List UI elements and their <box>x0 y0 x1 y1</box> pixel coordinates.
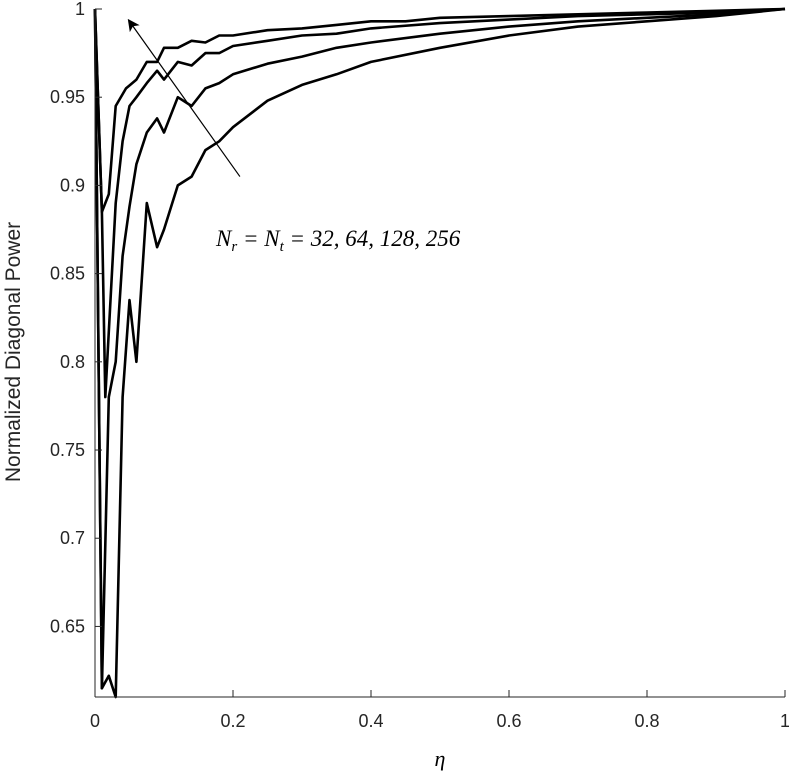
y-tick-label: 0.85 <box>50 264 85 284</box>
y-tick-label: 0.95 <box>50 87 85 107</box>
x-axis-label: η <box>435 746 446 771</box>
x-tick-label: 0.2 <box>220 711 245 731</box>
y-tick-label: 0.7 <box>60 528 85 548</box>
annotation-arrow <box>127 18 241 177</box>
x-tick-label: 0.8 <box>634 711 659 731</box>
series-line-N64 <box>93 7 786 399</box>
tick-labels: 0 0.2 0.4 0.6 0.8 1 0.65 0.7 0.75 0.8 0.85 0.9 0.95 1 <box>50 0 789 731</box>
y-axis-label: Normalized Diagonal Power <box>2 222 25 482</box>
y-tick-label: 0.8 <box>60 352 85 372</box>
y-tick-label: 0.75 <box>50 440 85 460</box>
series-layer <box>93 7 786 699</box>
x-tick-label: 0.6 <box>496 711 521 731</box>
series-line-N256 <box>93 7 786 699</box>
y-tick-label: 0.9 <box>60 175 85 195</box>
x-tick-label: 0 <box>90 711 100 731</box>
x-tick-label: 1 <box>780 711 789 731</box>
y-tick-label: 1 <box>75 0 85 19</box>
annotation-label: Nr = Nt = 32, 64, 128, 256 <box>215 226 461 255</box>
x-tick-label: 0.4 <box>358 711 383 731</box>
y-tick-label: 0.65 <box>50 616 85 636</box>
axes <box>94 9 785 698</box>
series-line-N128 <box>93 7 786 690</box>
series-line-N32 <box>93 7 786 214</box>
